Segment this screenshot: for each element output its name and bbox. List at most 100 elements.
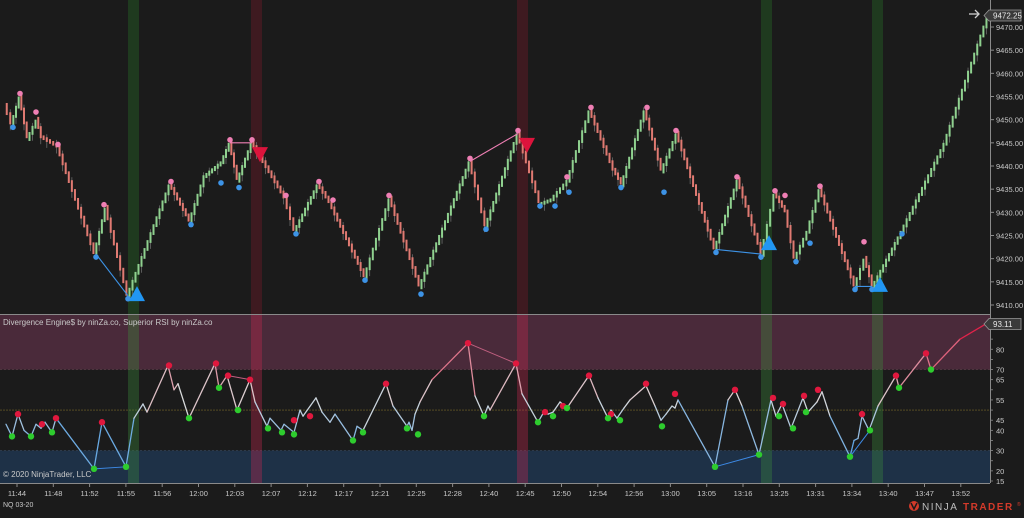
price-bar[interactable] <box>359 262 362 272</box>
price-bar[interactable] <box>244 157 246 168</box>
price-bar[interactable] <box>798 244 801 255</box>
price-bar[interactable] <box>882 264 885 273</box>
price-bar[interactable] <box>537 190 540 204</box>
price-bar[interactable] <box>173 187 176 196</box>
price-bar[interactable] <box>23 107 25 125</box>
price-bar[interactable] <box>356 255 359 265</box>
price-bar[interactable] <box>826 202 829 214</box>
price-bar[interactable] <box>98 230 101 246</box>
price-bar[interactable] <box>795 251 798 262</box>
price-bar[interactable] <box>176 192 179 201</box>
price-bar[interactable] <box>119 255 122 271</box>
price-bar[interactable] <box>264 160 267 169</box>
price-bar[interactable] <box>390 195 393 208</box>
price-bar[interactable] <box>596 122 599 133</box>
price-bar[interactable] <box>39 126 42 139</box>
price-bar[interactable] <box>181 202 184 212</box>
price-bar[interactable] <box>83 215 86 228</box>
price-bar[interactable] <box>100 219 103 234</box>
price-bar[interactable] <box>855 277 858 290</box>
price-bar[interactable] <box>581 130 584 143</box>
price-bar[interactable] <box>605 145 608 156</box>
price-bar[interactable] <box>846 259 849 271</box>
price-bar[interactable] <box>565 179 568 187</box>
price-bar[interactable] <box>309 196 312 205</box>
price-bar[interactable] <box>521 140 524 154</box>
price-bar[interactable] <box>808 220 811 234</box>
price-bar[interactable] <box>859 267 861 280</box>
price-bar[interactable] <box>353 249 356 259</box>
price-bar[interactable] <box>464 168 467 179</box>
price-axis[interactable]: 9410.00 9415.00 9420.00 9425.00 9430.00 9435.… <box>990 23 1023 310</box>
price-bar[interactable] <box>769 208 772 227</box>
price-bar[interactable] <box>602 137 605 149</box>
price-bar[interactable] <box>480 197 483 214</box>
price-bar[interactable] <box>408 248 411 261</box>
price-bar[interactable] <box>235 164 238 180</box>
price-bar[interactable] <box>896 236 899 245</box>
price-bar[interactable] <box>683 148 686 161</box>
price-bar[interactable] <box>608 152 611 164</box>
price-bar[interactable] <box>741 186 744 199</box>
price-bar[interactable] <box>216 163 219 169</box>
price-bar[interactable] <box>512 141 515 154</box>
price-bar[interactable] <box>158 208 161 220</box>
price-bar[interactable] <box>677 130 680 143</box>
price-bar[interactable] <box>951 115 954 128</box>
price-bar[interactable] <box>25 121 28 139</box>
price-bar[interactable] <box>786 209 789 228</box>
price-bar[interactable] <box>486 217 489 230</box>
price-bar[interactable] <box>193 203 196 216</box>
price-bar[interactable] <box>852 275 855 287</box>
price-bar[interactable] <box>122 267 125 284</box>
price-bar[interactable] <box>920 186 923 196</box>
price-bar[interactable] <box>876 275 879 284</box>
price-bar[interactable] <box>645 107 648 121</box>
price-bar[interactable] <box>653 137 656 151</box>
price-bar[interactable] <box>42 135 45 141</box>
price-bar[interactable] <box>659 157 662 171</box>
price-bar[interactable] <box>196 193 199 206</box>
price-bar[interactable] <box>152 224 155 235</box>
price-bar[interactable] <box>963 79 966 92</box>
price-bar[interactable] <box>52 140 55 146</box>
price-bar[interactable] <box>58 144 61 157</box>
price-bar[interactable] <box>930 167 933 178</box>
price-bar[interactable] <box>143 248 146 259</box>
price-bar[interactable] <box>756 232 759 245</box>
price-bar[interactable] <box>125 280 128 296</box>
price-bar[interactable] <box>890 247 893 256</box>
price-bar[interactable] <box>477 184 479 201</box>
price-bar[interactable] <box>246 150 249 161</box>
price-bar[interactable] <box>187 213 190 222</box>
price-bar[interactable] <box>67 171 70 183</box>
price-bar[interactable] <box>285 195 288 210</box>
price-bar[interactable] <box>593 115 596 126</box>
price-bar[interactable] <box>89 233 92 246</box>
price-bar[interactable] <box>718 232 721 244</box>
price-bar[interactable] <box>543 200 546 205</box>
price-bar[interactable] <box>729 197 732 209</box>
price-bar[interactable] <box>92 242 95 255</box>
price-bar[interactable] <box>697 193 700 205</box>
price-bar[interactable] <box>170 181 173 190</box>
price-bar[interactable] <box>726 205 729 218</box>
price-bar[interactable] <box>304 207 307 217</box>
price-bar[interactable] <box>106 204 109 221</box>
price-bar[interactable] <box>515 133 518 145</box>
price-bar[interactable] <box>438 234 441 246</box>
price-bar[interactable] <box>483 210 486 227</box>
price-bar[interactable] <box>213 166 216 172</box>
price-bar[interactable] <box>241 165 244 176</box>
price-bar[interactable] <box>700 202 703 214</box>
price-bar[interactable] <box>549 198 552 203</box>
price-bar[interactable] <box>611 160 614 171</box>
price-bar[interactable] <box>750 214 753 227</box>
price-bar[interactable] <box>381 218 384 231</box>
price-bar[interactable] <box>9 112 12 125</box>
price-bar[interactable] <box>665 155 668 166</box>
price-bar[interactable] <box>12 115 15 128</box>
price-bar[interactable] <box>112 230 115 246</box>
price-bar[interactable] <box>985 16 988 29</box>
price-bar[interactable] <box>979 34 982 47</box>
